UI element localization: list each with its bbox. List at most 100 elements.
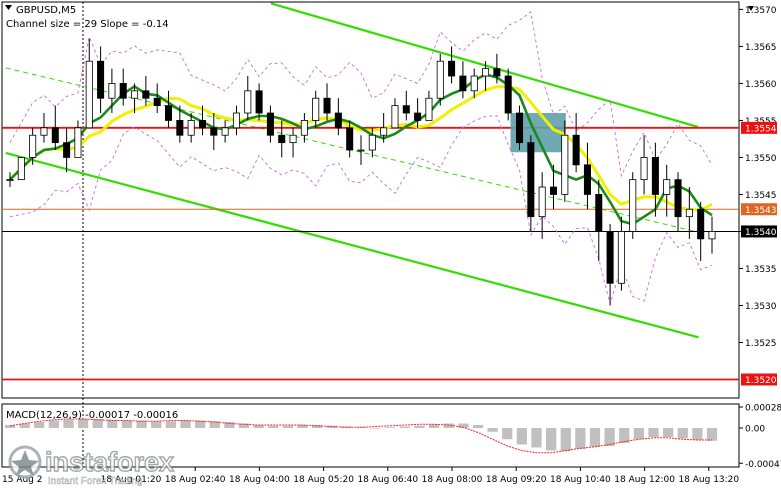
candle-body	[549, 186, 557, 195]
candle-body	[266, 112, 274, 136]
candle-body	[97, 60, 105, 99]
candle-body	[131, 90, 139, 99]
macd-bar	[589, 428, 601, 447]
macd-bar	[195, 420, 206, 428]
macd-bar	[414, 425, 425, 428]
macd-bar	[633, 428, 644, 440]
candle-body	[176, 120, 184, 136]
time-tick-label: 15 Aug 2	[2, 475, 42, 485]
candle-body	[142, 90, 150, 99]
triangle-down-icon	[5, 5, 12, 10]
macd-bar	[399, 426, 410, 428]
time-tick-label: 18 Aug 08:00	[422, 475, 483, 485]
macd-bar	[78, 419, 89, 428]
time-tick-label: 18 Aug 13:20	[678, 475, 739, 485]
macd-bar	[268, 425, 279, 428]
candle-body	[63, 142, 71, 158]
candle-body	[6, 179, 14, 182]
price-tick-label: 1.3550	[745, 154, 777, 164]
macd-bar	[604, 428, 615, 446]
candle-body	[40, 127, 48, 136]
candle-body	[210, 127, 218, 136]
candle-body	[527, 142, 535, 218]
candle-body	[108, 83, 116, 99]
macd-bar	[282, 425, 293, 428]
time-axis: 15 Aug 2 18 Aug 01:20 18 Aug 02:40 18 Aug 0…	[2, 467, 739, 485]
macd-bar	[107, 419, 118, 428]
time-tick-label: 18 Aug 01:20	[101, 475, 162, 485]
candle-body	[538, 186, 546, 218]
macd-bar	[253, 425, 264, 428]
macd-bar	[180, 420, 191, 428]
envelope-upper-line	[9, 10, 713, 178]
candle-body	[504, 75, 512, 114]
macd-label: MACD(12,26,9) -0.00017 -0.00016	[6, 410, 178, 421]
star-icon	[11, 450, 39, 476]
macd-bar	[560, 428, 571, 452]
candle-body	[198, 120, 206, 129]
candle-body	[278, 134, 286, 144]
level-tag-label: 1.3520	[745, 376, 777, 386]
price-tick-label: 1.3565	[745, 43, 777, 53]
macd-tick-label: -0.00047	[745, 460, 781, 470]
level-tag	[741, 373, 777, 386]
level-tag-label: 1.3543	[745, 206, 777, 216]
candle-body	[244, 90, 252, 114]
candle-body	[334, 112, 342, 129]
macd-bar	[648, 428, 659, 437]
macd-bar	[224, 422, 235, 428]
macd-bar	[121, 420, 133, 428]
macd-bar	[297, 425, 308, 428]
macd-bar	[458, 423, 469, 428]
time-tick-label: 18 Aug 12:00	[614, 475, 675, 485]
time-tick-label: 18 Aug 10:40	[550, 475, 611, 485]
candle-body	[165, 105, 173, 121]
candle-body	[289, 134, 297, 144]
macd-panel-frame	[1, 403, 740, 468]
candle-body	[346, 127, 354, 151]
price-tick-label: 1.3530	[745, 302, 777, 312]
candle-body	[674, 179, 682, 218]
macd-bar	[385, 427, 396, 428]
level-tag	[741, 121, 777, 134]
logo-brand: instaforex	[45, 447, 174, 477]
envelope-bands	[9, 10, 713, 306]
candle-body	[312, 97, 320, 121]
slow-ma-line	[8, 85, 713, 212]
candle-body	[391, 105, 399, 129]
candle-body	[493, 68, 501, 77]
candle-body	[595, 194, 603, 232]
candle-body	[74, 127, 82, 158]
macd-bar	[136, 420, 147, 428]
macd-histogram	[4, 419, 718, 452]
candle-body	[436, 60, 444, 99]
candle-body	[414, 112, 422, 121]
macd-bar	[370, 428, 381, 429]
price-panel-frame	[1, 1, 740, 399]
macd-bar	[4, 425, 16, 428]
candle-body	[17, 157, 25, 181]
price-panel: 1.35701.35651.35601.35551.35501.35451.35…	[1, 1, 777, 467]
macd-bar	[487, 428, 498, 432]
macd-bar	[312, 425, 323, 428]
price-tick-label: 1.3525	[745, 339, 777, 349]
macd-bar	[92, 419, 103, 428]
level-tag	[741, 225, 777, 238]
envelope-lower-line	[9, 115, 713, 306]
channel-upper-line	[270, 2, 699, 129]
candle-body	[708, 231, 716, 240]
candle-body	[119, 83, 127, 99]
price-tick-label: 1.3560	[745, 80, 777, 90]
macd-bar	[619, 428, 630, 443]
candle-body	[459, 75, 467, 92]
channel-info: Channel size = 29 Slope = -0.14	[6, 19, 169, 30]
time-tick-label: 18 Aug 09:20	[486, 475, 547, 485]
candle-body	[153, 97, 161, 107]
macd-bar	[706, 428, 718, 441]
level-tag-label: 1.3540	[745, 228, 777, 238]
candle-body	[357, 149, 365, 152]
candle-body	[651, 157, 659, 195]
macd-bar	[516, 428, 527, 445]
macd-bar	[165, 421, 176, 428]
